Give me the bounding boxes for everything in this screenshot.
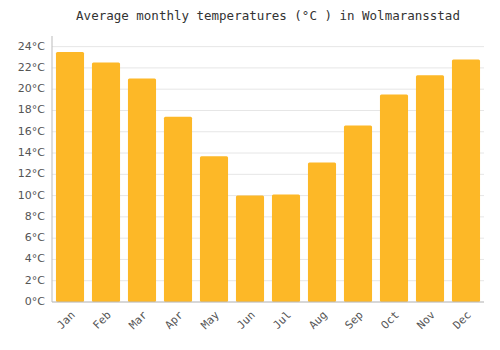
y-axis-labels: 0°C 2°C 4°C 6°C 8°C 10°C 12°C 14°C 16°C 18°C 20°C 2… [18,40,45,308]
bar [56,52,84,302]
x-tick-label: Nov [415,308,439,332]
x-tick-label: Jan [55,309,78,332]
bar [380,95,408,302]
grid-line [52,46,484,47]
y-tick-label: 12°C [18,167,45,180]
x-tick-label: Dec [451,309,474,332]
y-tick-label: 22°C [18,61,45,74]
bar [272,195,300,302]
x-tick-label: Mar [127,308,151,332]
y-tick-label: 8°C [25,210,45,223]
y-tick-label: 14°C [18,146,45,159]
x-tick-label: May [199,308,223,332]
x-tick-label: Jun [235,309,258,332]
bar [308,163,336,302]
y-tick-label: 16°C [18,125,45,138]
y-tick-label: 18°C [18,103,45,116]
bars [56,52,480,302]
y-tick-label: 2°C [25,274,45,287]
axes [52,36,484,302]
bar [200,156,228,302]
chart-container: 0°C 2°C 4°C 6°C 8°C 10°C 12°C 14°C 16°C 18°C 20°C 2… [0,0,500,350]
bar [92,63,120,302]
bar [344,125,372,302]
grid [52,47,484,302]
x-axis-labels: Jan Feb Mar Apr May Jun Jul Aug Sep Oct Nov Dec [55,308,474,332]
x-tick-label: Aug [307,309,330,332]
y-tick-label: 0°C [25,295,45,308]
y-tick-label: 20°C [18,82,45,95]
x-tick-label: Jul [271,309,294,332]
x-tick-label: Apr [163,308,187,332]
y-tick-label: 6°C [25,231,45,244]
y-tick-label: 10°C [18,189,45,202]
bar [452,59,480,302]
bar [128,79,156,302]
x-tick-label: Oct [379,309,402,332]
chart: 0°C 2°C 4°C 6°C 8°C 10°C 12°C 14°C 16°C 18°C 20°C 2… [0,0,500,350]
grid-line [52,302,484,303]
x-tick-label: Feb [91,309,114,332]
y-axis-line [52,36,53,302]
y-tick-label: 4°C [25,252,45,265]
y-tick-label: 24°C [18,40,45,53]
bar [164,117,192,302]
x-tick-label: Sep [343,309,366,332]
x-axis-line [52,302,484,303]
title: Average monthly temperatures (°C ) in Wo… [76,8,460,23]
bar [416,75,444,302]
bar [236,196,264,302]
